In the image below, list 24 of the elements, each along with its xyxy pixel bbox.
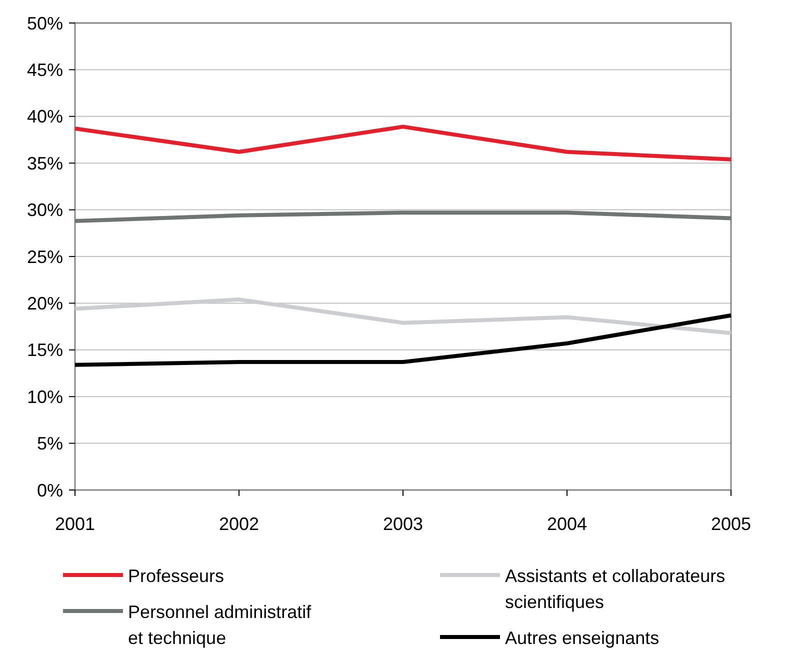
x-tick-label: 2001: [54, 514, 96, 534]
y-tick-label: 0%: [36, 480, 63, 500]
line-series: [73, 313, 733, 367]
y-tick-label: 5%: [36, 434, 63, 454]
line-series: [73, 297, 733, 336]
legend-label: Professeurs: [128, 566, 224, 586]
x-tick-label: 2003: [382, 514, 424, 534]
line-series: [73, 124, 733, 162]
y-tick-label: 50%: [26, 13, 63, 34]
line-series: [73, 210, 733, 224]
legend-label: Assistants et collaborateurs scientifiques: [505, 566, 726, 612]
x-tick-label: 2004: [546, 514, 588, 534]
y-tick-label: 25%: [26, 246, 63, 267]
y-tick-label: 35%: [26, 153, 63, 174]
y-tick-label: 40%: [26, 106, 63, 127]
y-tick-label: 20%: [26, 294, 63, 314]
y-tick-label: 45%: [26, 60, 63, 80]
x-tick-label: 2002: [218, 514, 260, 534]
y-tick-label: 15%: [26, 340, 63, 360]
y-tick-label: 10%: [26, 386, 63, 407]
legend-label: Personnel administratif et technique: [128, 602, 312, 648]
x-tick-label: 2005: [710, 514, 752, 534]
legend-label: Autres enseignants: [505, 628, 660, 648]
y-tick-label: 30%: [26, 200, 63, 220]
